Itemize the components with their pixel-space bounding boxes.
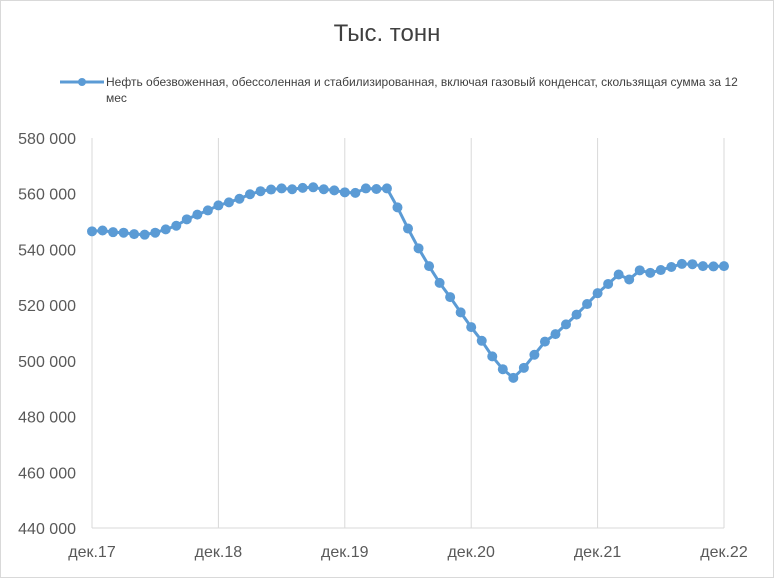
- data-point: [603, 278, 614, 289]
- data-point: [571, 309, 582, 320]
- y-tick-label: 560 000: [18, 187, 76, 204]
- y-tick-label: 500 000: [18, 354, 76, 371]
- data-point: [445, 292, 456, 303]
- legend-label: Нефть обезвоженная, обессоленная и стаби…: [106, 75, 738, 105]
- data-point: [634, 265, 645, 276]
- data-point: [87, 226, 97, 237]
- data-point: [539, 336, 550, 347]
- y-tick-label: 480 000: [18, 410, 76, 427]
- data-point: [666, 261, 677, 272]
- data-point: [434, 277, 445, 288]
- data-point: [171, 220, 182, 231]
- data-point: [223, 197, 234, 208]
- data-point: [318, 184, 329, 195]
- x-tick-label: дек.20: [447, 544, 495, 561]
- data-point: [97, 225, 108, 236]
- data-point: [497, 364, 508, 375]
- x-tick-label: дек.21: [574, 544, 622, 561]
- data-point: [708, 261, 719, 272]
- y-tick-label: 520 000: [18, 298, 76, 315]
- data-point: [118, 227, 129, 238]
- data-point: [518, 362, 529, 373]
- data-point: [561, 319, 571, 330]
- data-point: [466, 322, 477, 333]
- data-point: [308, 182, 319, 193]
- x-tick-label: дек.18: [195, 544, 243, 561]
- data-point: [592, 288, 603, 299]
- data-point: [529, 349, 540, 360]
- data-point: [192, 209, 203, 220]
- data-point: [276, 183, 287, 194]
- data-point: [624, 274, 635, 285]
- data-point: [508, 372, 519, 383]
- data-point: [297, 182, 308, 193]
- data-point: [255, 186, 266, 197]
- data-point: [655, 265, 666, 276]
- data-point: [350, 187, 361, 198]
- y-tick-label: 440 000: [18, 521, 76, 538]
- y-tick-label: 540 000: [18, 242, 76, 259]
- data-point: [202, 205, 213, 216]
- data-point: [181, 214, 192, 225]
- data-point: [413, 243, 424, 254]
- data-point: [719, 261, 729, 272]
- data-point: [329, 185, 340, 196]
- data-point: [687, 259, 698, 270]
- data-point: [476, 335, 487, 346]
- legend-marker: [60, 78, 104, 86]
- data-point: [392, 202, 403, 213]
- data-point: [697, 261, 708, 272]
- data-point: [360, 183, 371, 194]
- x-tick-label: дек.19: [321, 544, 369, 561]
- data-point: [108, 227, 119, 238]
- data-point: [139, 229, 150, 240]
- data-point: [613, 269, 624, 280]
- data-point: [582, 299, 593, 310]
- data-point: [160, 224, 171, 235]
- data-point: [150, 227, 161, 238]
- x-tick-label: дек.17: [68, 544, 116, 561]
- data-point: [339, 187, 350, 198]
- data-point: [266, 184, 277, 195]
- data-point: [129, 229, 140, 240]
- chart-title: Тыс. тонн: [333, 20, 441, 47]
- data-point: [213, 200, 224, 211]
- data-point: [381, 183, 392, 194]
- x-tick-label: дек.22: [700, 544, 748, 561]
- data-point: [234, 193, 245, 204]
- data-point: [245, 189, 255, 200]
- data-point: [424, 261, 435, 272]
- data-point: [403, 223, 413, 234]
- data-point: [550, 329, 561, 340]
- data-point: [645, 267, 656, 278]
- data-point: [487, 351, 498, 362]
- data-point: [371, 183, 382, 194]
- data-point: [676, 258, 687, 269]
- data-point: [287, 184, 298, 195]
- y-tick-label: 460 000: [18, 465, 76, 482]
- data-point: [455, 307, 466, 318]
- y-tick-label: 580 000: [18, 131, 76, 148]
